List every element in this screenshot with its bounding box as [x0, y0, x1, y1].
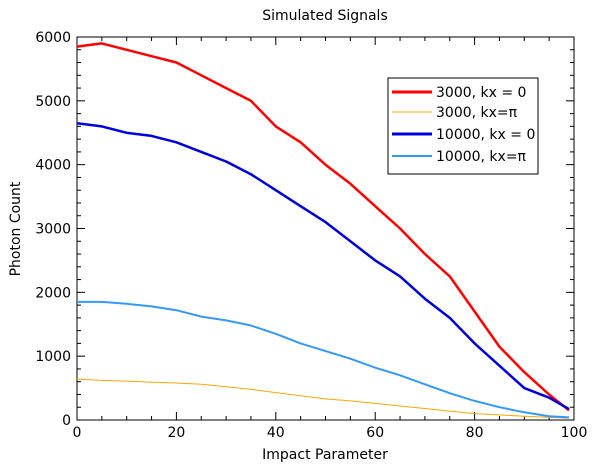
x-tick-label: 20 — [167, 425, 185, 441]
x-tick-label: 60 — [366, 425, 384, 441]
y-tick-label: 0 — [62, 413, 71, 429]
y-tick-label: 3000 — [35, 222, 71, 238]
y-tick-label: 2000 — [35, 285, 71, 301]
series-layer — [76, 42, 570, 419]
legend-label-1: 3000, kx=π — [436, 105, 518, 121]
chart-title: Simulated Signals — [262, 8, 388, 24]
x-tick-label: 80 — [466, 425, 484, 441]
series-line-0 — [76, 42, 570, 412]
y-tick-label: 1000 — [35, 349, 71, 365]
x-axis-label: Impact Parameter — [262, 447, 388, 463]
x-tick-label: 40 — [267, 425, 285, 441]
legend-label-3: 10000, kx=π — [436, 149, 527, 165]
x-tick-label: 0 — [73, 425, 82, 441]
legend-box — [387, 77, 539, 175]
y-tick-label: 6000 — [35, 30, 71, 46]
y-tick-label: 4000 — [35, 158, 71, 174]
y-tick-label: 5000 — [35, 94, 71, 110]
series-line-3 — [77, 300, 570, 419]
legend-label-0: 3000, kx = 0 — [436, 85, 526, 101]
legend-label-2: 10000, kx = 0 — [436, 127, 535, 143]
series-line-2 — [76, 121, 570, 411]
series-line-1 — [76, 378, 570, 419]
y-axis-label: Photon Count — [8, 181, 24, 276]
legend: 3000, kx = 0 3000, kx=π 10000, kx = 0 10… — [387, 77, 539, 175]
x-tick-label: 100 — [561, 425, 588, 441]
